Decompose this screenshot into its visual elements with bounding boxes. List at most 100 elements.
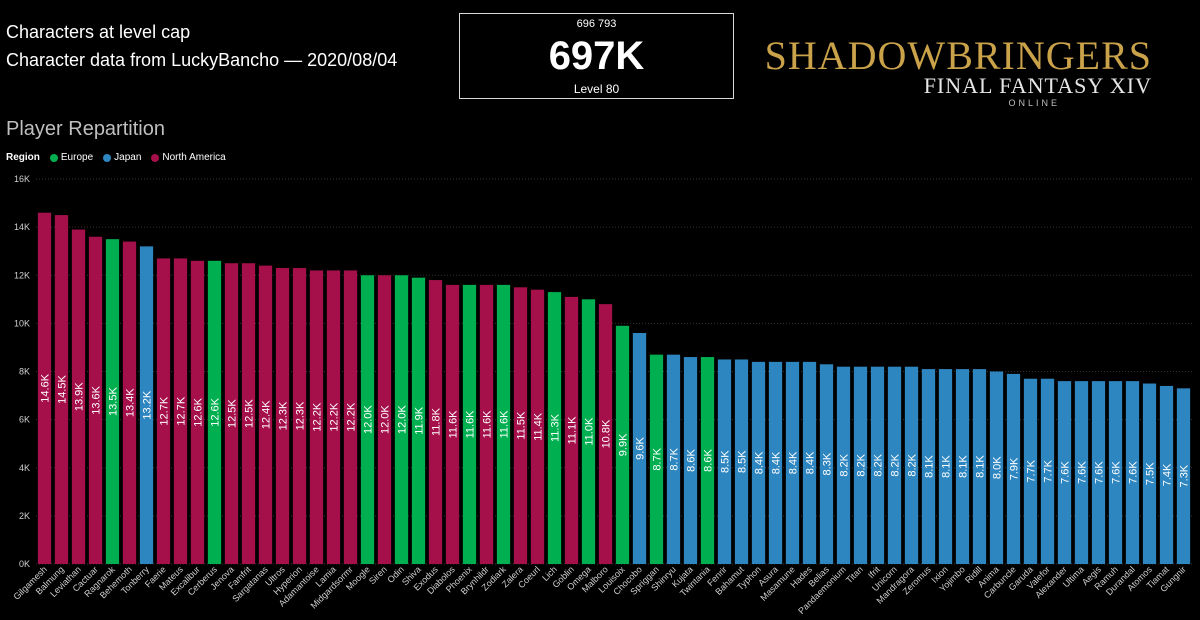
bar[interactable]: [326, 270, 341, 564]
bar[interactable]: [819, 364, 834, 564]
bar[interactable]: [904, 366, 919, 564]
bar[interactable]: [513, 287, 528, 564]
bar-value-label: 12.3K: [295, 401, 307, 430]
bar[interactable]: [173, 258, 188, 564]
bar-value-label: 13.2K: [142, 390, 154, 419]
bar[interactable]: [921, 369, 936, 564]
bar-value-label: 11.8K: [431, 407, 443, 436]
bar[interactable]: [122, 241, 137, 564]
bar[interactable]: [751, 361, 766, 565]
bar[interactable]: [870, 366, 885, 564]
kpi-card[interactable]: 696 793 697K Level 80: [459, 13, 734, 99]
bar[interactable]: [88, 236, 103, 564]
chart-title: Player Repartition: [6, 118, 165, 140]
bar-value-label: 12.7K: [176, 396, 188, 425]
bar-value-label: 7.4K: [1162, 463, 1174, 486]
legend-item-north-america[interactable]: North America: [151, 152, 226, 163]
bar[interactable]: [598, 304, 613, 565]
bar[interactable]: [1057, 381, 1072, 565]
bar[interactable]: [700, 357, 715, 564]
bar[interactable]: [71, 229, 86, 564]
bar[interactable]: [564, 296, 579, 564]
bar[interactable]: [462, 284, 477, 565]
bar[interactable]: [343, 270, 358, 564]
bar-value-label: 8.1K: [924, 455, 936, 478]
bar[interactable]: [853, 366, 868, 564]
bar[interactable]: [309, 270, 324, 564]
bar[interactable]: [360, 275, 375, 564]
y-tick-label: 8K: [19, 367, 30, 377]
bar[interactable]: [683, 357, 698, 564]
bar[interactable]: [1176, 388, 1191, 564]
bar[interactable]: [105, 239, 120, 564]
bar[interactable]: [411, 277, 426, 564]
bar[interactable]: [632, 333, 647, 564]
bar-value-label: 11.4K: [533, 412, 545, 441]
bar[interactable]: [1108, 381, 1123, 565]
bar-value-label: 8.7K: [669, 447, 681, 470]
y-tick-label: 16K: [14, 174, 30, 184]
bar[interactable]: [581, 299, 596, 564]
bar-value-label: 11.6K: [448, 410, 460, 439]
chart-category-labels: GilgameshBalmungLeviathanCactuarRagnarok…: [11, 564, 1187, 616]
bar[interactable]: [1074, 381, 1089, 565]
bar-value-label: 11.1K: [567, 416, 579, 445]
bar[interactable]: [887, 366, 902, 564]
bar[interactable]: [785, 361, 800, 565]
bar[interactable]: [139, 246, 154, 565]
bar[interactable]: [1040, 378, 1055, 564]
bar[interactable]: [938, 369, 953, 564]
bar[interactable]: [37, 212, 52, 564]
bar[interactable]: [836, 366, 851, 564]
bar[interactable]: [275, 268, 290, 564]
bar[interactable]: [734, 359, 749, 564]
bar-value-label: 8.1K: [941, 455, 953, 478]
bar[interactable]: [496, 284, 511, 565]
bar[interactable]: [768, 361, 783, 565]
logo-main-text: SHADOWBRINGERS: [764, 33, 1152, 78]
bar[interactable]: [190, 260, 205, 564]
bar[interactable]: [241, 263, 256, 564]
bar-value-label: 8.1K: [975, 455, 987, 478]
bar[interactable]: [377, 275, 392, 564]
bar[interactable]: [156, 258, 171, 564]
bar-value-label: 12.3K: [278, 401, 290, 430]
bar[interactable]: [989, 371, 1004, 565]
bar[interactable]: [666, 354, 681, 564]
legend-label-japan: Japan: [114, 152, 142, 163]
bar[interactable]: [1159, 385, 1174, 564]
bar[interactable]: [717, 359, 732, 564]
bar[interactable]: [292, 268, 307, 564]
legend-item-japan[interactable]: Japan: [103, 152, 141, 163]
bar-value-label: 8.2K: [839, 453, 851, 476]
bar-value-label: 7.7K: [1026, 459, 1038, 482]
bar[interactable]: [1091, 381, 1106, 565]
bar[interactable]: [224, 263, 239, 564]
chart-data-labels: 14.6K 14.5K 13.9K 13.6K 13.5K 13.4K 13.2K 12.7K…: [40, 373, 1191, 487]
bar[interactable]: [530, 289, 545, 564]
bar[interactable]: [1142, 383, 1157, 564]
bar-value-label: 12.2K: [346, 402, 358, 431]
bar-value-label: 9.6K: [635, 437, 647, 460]
bar[interactable]: [445, 284, 460, 565]
bar-value-label: 8.2K: [873, 453, 885, 476]
bar[interactable]: [649, 354, 664, 564]
bar[interactable]: [54, 215, 69, 564]
bar[interactable]: [258, 265, 273, 565]
bar[interactable]: [615, 325, 630, 564]
legend-item-europe[interactable]: Europe: [49, 152, 93, 163]
bar-value-label: 7.6K: [1060, 461, 1072, 484]
bar[interactable]: [207, 260, 222, 564]
bar[interactable]: [479, 284, 494, 565]
bar[interactable]: [1023, 378, 1038, 564]
bar[interactable]: [394, 275, 409, 564]
legend-label-north-america: North America: [162, 152, 226, 163]
bar[interactable]: [1006, 373, 1021, 564]
logo-tag-text: ONLINE: [1008, 98, 1060, 108]
bar[interactable]: [547, 292, 562, 564]
bar[interactable]: [955, 369, 970, 564]
bar[interactable]: [802, 361, 817, 565]
bar[interactable]: [972, 369, 987, 564]
bar[interactable]: [1125, 381, 1140, 565]
bar[interactable]: [428, 280, 443, 564]
